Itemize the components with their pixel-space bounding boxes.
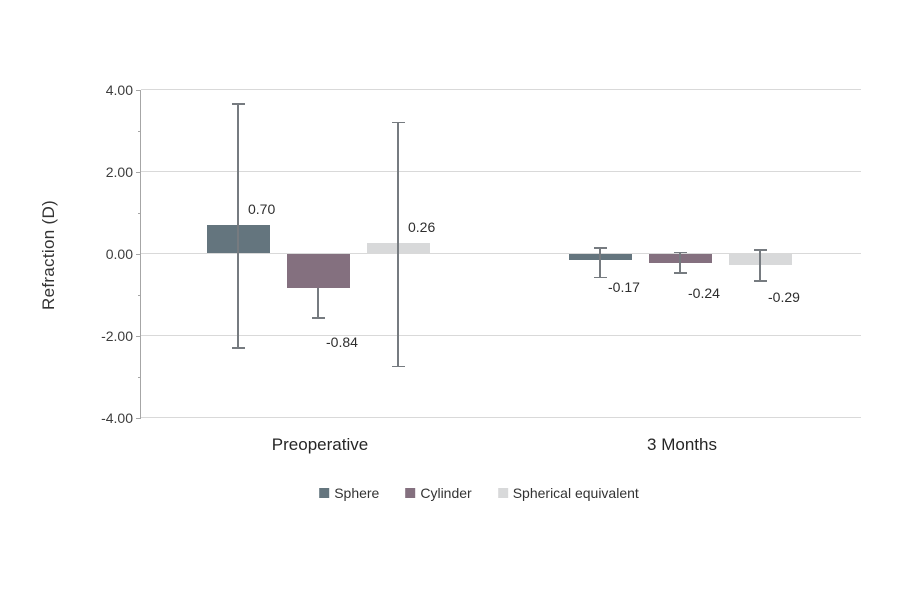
legend-swatch-spherical-equivalent (497, 488, 508, 498)
gridline-2.00 (141, 171, 861, 172)
y-minor-tick-1 (138, 212, 141, 214)
y-tick-label--2.00: -2.00 (101, 327, 133, 344)
error-cap-bottom-spherical-equivalent-preoperative (391, 365, 405, 367)
legend-item-spherical-equivalent: Spherical equivalent (497, 485, 639, 501)
legend: Sphere Cylinder Spherical equivalent (319, 485, 639, 501)
y-tick-label-4.00: 4.00 (105, 81, 133, 98)
y-tick--4.00 (136, 417, 141, 419)
gridline-4.00 (141, 89, 861, 90)
error-cap-top-sphere-3-months (593, 247, 607, 249)
gridline--4.00 (141, 417, 861, 418)
data-label-cylinder-preoperative: -0.84 (326, 334, 358, 351)
error-bar-cylinder-preoperative (317, 287, 319, 318)
data-label-cylinder-3-months: -0.24 (688, 285, 720, 302)
y-tick-label--4.00: -4.00 (101, 409, 133, 426)
error-cap-bottom-spherical-equivalent-3-months (753, 280, 767, 282)
legend-label-cylinder: Cylinder (420, 485, 472, 501)
error-cap-bottom-cylinder-3-months (673, 272, 687, 274)
legend-swatch-cylinder (405, 488, 416, 498)
error-bar-sphere-preoperative (237, 103, 239, 348)
legend-item-cylinder: Cylinder (405, 485, 472, 501)
y-tick-0.00 (136, 253, 141, 255)
y-axis-line (140, 89, 141, 418)
gridline-0.00 (141, 253, 861, 254)
error-cap-top-cylinder-3-months (673, 251, 687, 254)
error-bar-sphere-3-months (599, 248, 601, 278)
y-tick-4.00 (136, 89, 141, 91)
y-minor-tick--3 (138, 376, 141, 378)
error-cap-top-spherical-equivalent-preoperative (391, 121, 405, 124)
error-cap-bottom-sphere-preoperative (231, 347, 245, 349)
y-tick-label-0.00: 0.00 (105, 245, 133, 262)
y-tick-2.00 (136, 171, 141, 173)
data-label-sphere-preoperative: 0.70 (248, 200, 276, 217)
legend-label-spherical-equivalent: Spherical equivalent (512, 485, 639, 501)
data-label-sphere-3-months: -0.17 (608, 279, 640, 296)
data-label-spherical-equivalent-preoperative: 0.26 (408, 218, 436, 235)
gridline--2.00 (141, 335, 861, 336)
error-bar-spherical-equivalent-preoperative (397, 122, 399, 367)
error-cap-bottom-cylinder-preoperative (311, 317, 325, 319)
y-minor-tick--1 (138, 294, 141, 296)
data-label-spherical-equivalent-3-months: -0.29 (768, 289, 800, 306)
legend-label-sphere: Sphere (334, 485, 380, 501)
error-bar-cylinder-3-months (679, 252, 681, 274)
category-label-preoperative: Preoperative (271, 435, 369, 454)
category-label-3-months: 3 Months (647, 435, 717, 454)
y-tick-label-2.00: 2.00 (105, 163, 133, 180)
error-cap-top-sphere-preoperative (231, 103, 245, 105)
error-cap-top-spherical-equivalent-3-months (753, 249, 767, 251)
error-bar-spherical-equivalent-3-months (759, 249, 761, 281)
error-cap-bottom-sphere-3-months (593, 276, 607, 279)
legend-swatch-sphere (319, 488, 330, 498)
y-tick--2.00 (136, 335, 141, 337)
legend-item-sphere: Sphere (319, 485, 379, 501)
bar-cylinder-preoperative (286, 253, 350, 288)
y-minor-tick-3 (138, 130, 141, 132)
